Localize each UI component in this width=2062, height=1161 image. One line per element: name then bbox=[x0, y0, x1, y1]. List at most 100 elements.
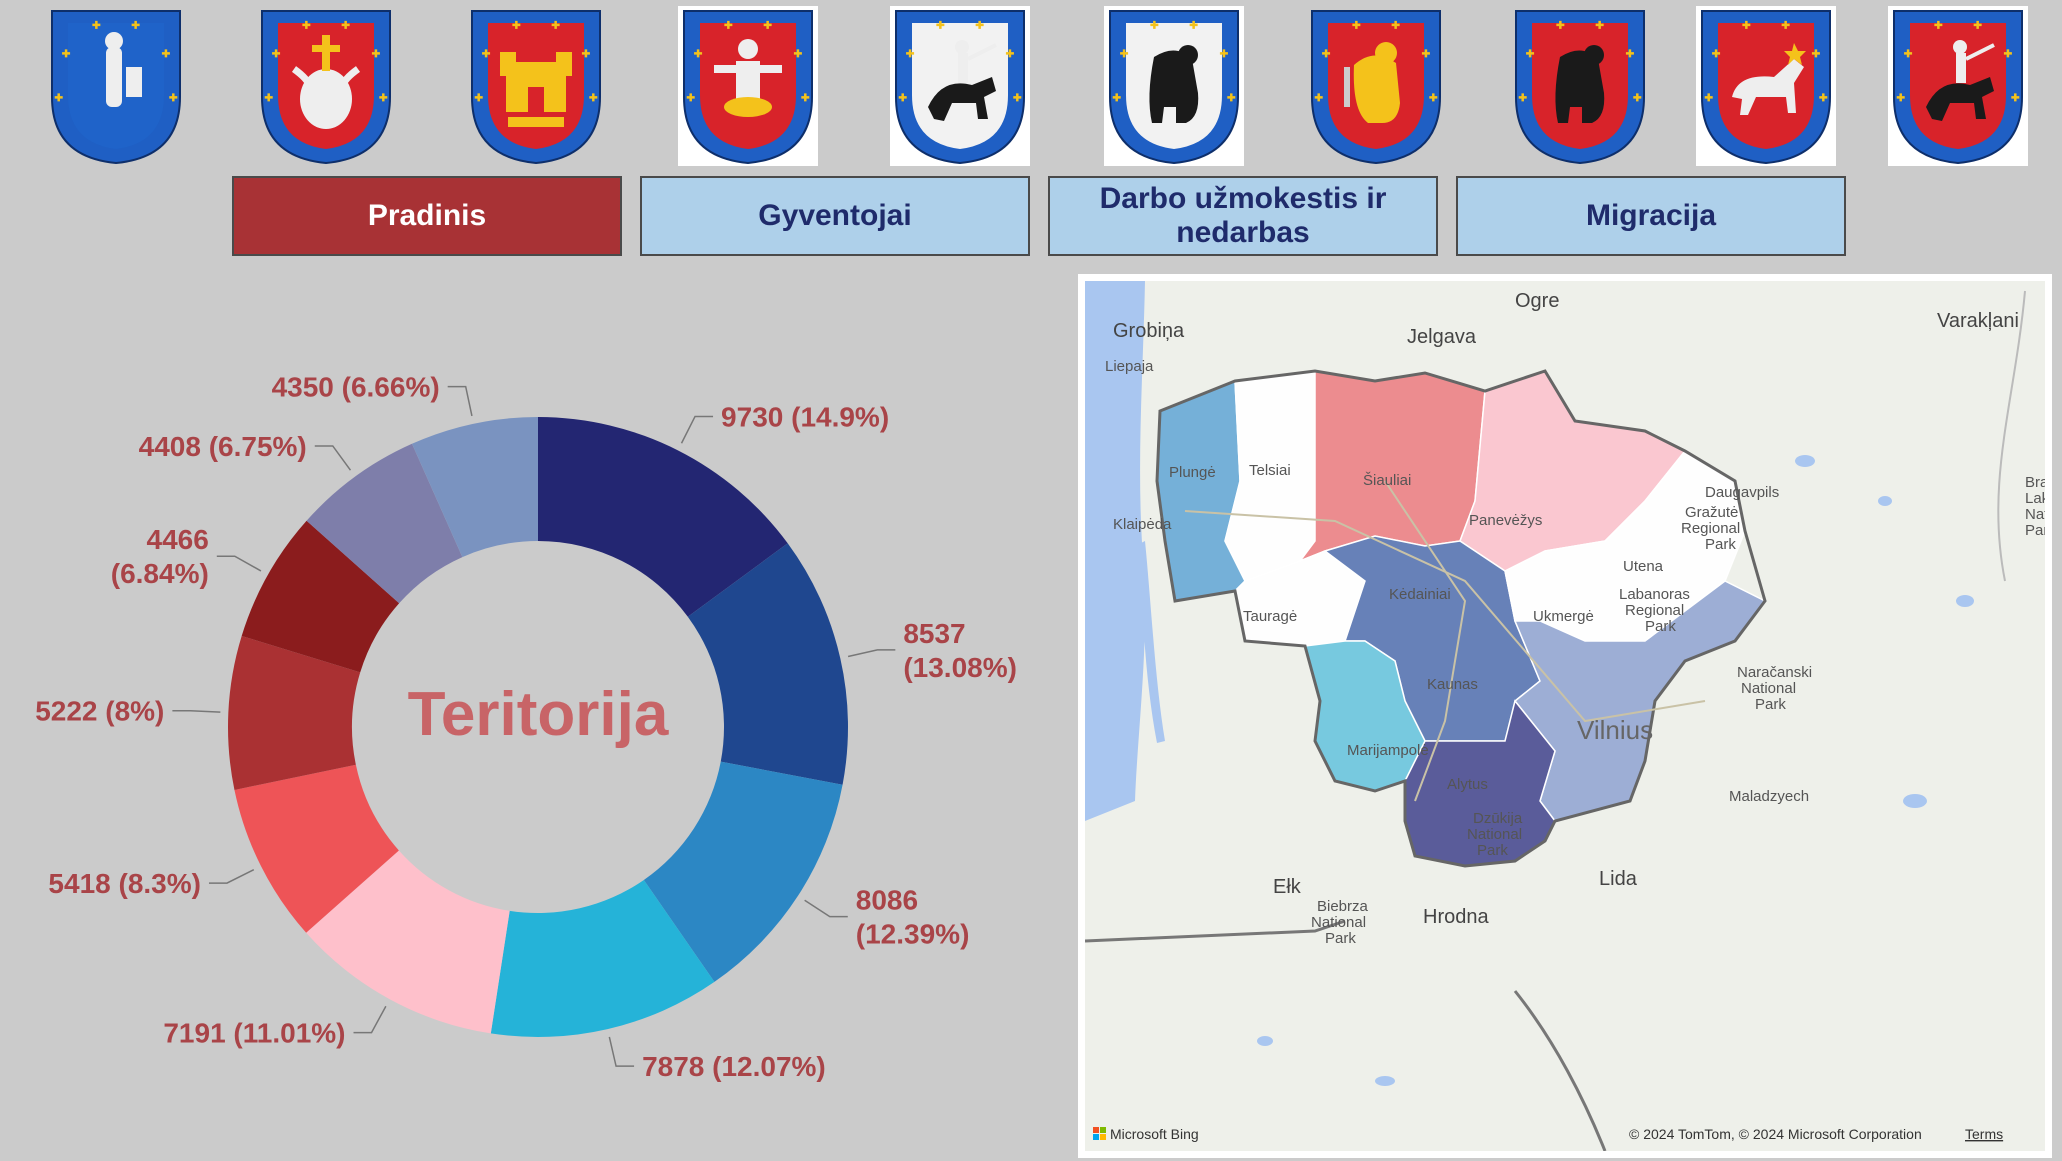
lithuania-border bbox=[1155, 369, 1767, 868]
crest-5-rider-icon[interactable] bbox=[890, 6, 1030, 166]
map-park-label: Bras Lak Natic Park bbox=[2025, 474, 2045, 539]
map-city-label: Šiauliai bbox=[1363, 472, 1411, 489]
crest-shield bbox=[1701, 10, 1831, 165]
crest-shield bbox=[1893, 10, 2023, 165]
donut-data-label-3: 8086 (12.39%) bbox=[856, 885, 970, 950]
map-city-label: Vilnius bbox=[1577, 715, 1653, 745]
donut-data-label-7: 5222 (8%) bbox=[35, 696, 164, 727]
map-city-label: Lida bbox=[1599, 868, 1638, 890]
map-city-label: Panevėžys bbox=[1469, 512, 1542, 529]
map-city-label: Grobiņa bbox=[1113, 320, 1185, 342]
map-city-label: Telsiai bbox=[1249, 462, 1291, 479]
leader-line-10 bbox=[447, 385, 473, 417]
donut-slice-2[interactable] bbox=[687, 543, 848, 785]
coat-of-arms-row bbox=[0, 0, 2062, 175]
crest-1-knight-icon[interactable] bbox=[46, 6, 186, 166]
donut-slices bbox=[228, 417, 848, 1037]
leader-line-7 bbox=[172, 709, 221, 713]
road bbox=[1184, 510, 1706, 723]
leader-line-2 bbox=[847, 649, 896, 658]
crest-7-lion-icon[interactable] bbox=[1306, 6, 1446, 166]
crest-4-man-icon[interactable] bbox=[678, 6, 818, 166]
border-line bbox=[1997, 290, 2026, 582]
crest-shield bbox=[1109, 10, 1239, 165]
nav-label: Migracija bbox=[1585, 199, 1717, 232]
crest-8-bear-icon[interactable] bbox=[1510, 6, 1650, 166]
donut-slice-7[interactable] bbox=[228, 635, 361, 790]
nav-label: Gyventojai bbox=[758, 199, 912, 232]
map-park-label: Dzūkija National Park bbox=[1467, 810, 1526, 859]
map-city-label: Ełk bbox=[1273, 876, 1302, 898]
crest-shield bbox=[1515, 10, 1645, 165]
crest-shield bbox=[1311, 10, 1441, 165]
nav-label: Pradinis bbox=[367, 199, 487, 232]
donut-center-title: Teritorija bbox=[408, 680, 669, 749]
leader-line-5 bbox=[353, 1005, 387, 1034]
map-terms-link[interactable]: Terms bbox=[1965, 1126, 2003, 1142]
map-city-label: Ogre bbox=[1515, 290, 1559, 312]
map-park-label: Biebrza National Park bbox=[1311, 898, 1372, 947]
donut-data-label-6: 5418 (8.3%) bbox=[48, 868, 201, 899]
donut-data-label-10: 4350 (6.66%) bbox=[272, 372, 440, 403]
microsoft-logo-icon bbox=[1093, 1127, 1106, 1140]
map-city-label: Ukmergė bbox=[1533, 608, 1594, 625]
nav-button-darbo-uzmokestis[interactable]: Darbo užmokestis ir nedarbas bbox=[1048, 176, 1438, 256]
border-line bbox=[1513, 990, 1607, 1151]
crest-9-horse-icon[interactable] bbox=[1696, 6, 1836, 166]
nav-button-migracija[interactable]: Migracija bbox=[1456, 176, 1846, 256]
lake bbox=[1903, 794, 1927, 808]
leader-line-1 bbox=[680, 415, 714, 444]
curonian-lagoon bbox=[1141, 541, 1165, 743]
donut-data-label-2: 8537 (13.08%) bbox=[903, 618, 1017, 683]
crest-3-castle-icon[interactable] bbox=[466, 6, 606, 166]
lake bbox=[1878, 496, 1892, 506]
map-city-label: Liepaja bbox=[1105, 358, 1154, 375]
nav-button-pradinis[interactable]: Pradinis bbox=[232, 176, 622, 256]
crest-6-bear-icon[interactable] bbox=[1104, 6, 1244, 166]
donut-slice-6[interactable] bbox=[234, 764, 399, 933]
lake bbox=[1375, 1076, 1395, 1086]
territory-donut-chart: 9730 (14.9%) 8537 (13.08%) 8086 (12.39%) 7878… bbox=[35, 372, 1017, 1083]
donut-data-label-8: 4466 (6.84%) bbox=[111, 524, 209, 589]
map-city-label: Marijampolė bbox=[1347, 742, 1429, 759]
donut-slice-8[interactable] bbox=[241, 520, 400, 673]
map-city-label: Tauragė bbox=[1243, 608, 1297, 625]
donut-slice-1[interactable] bbox=[538, 417, 788, 617]
map-city-label: Kėdainiai bbox=[1389, 586, 1451, 603]
lake bbox=[1956, 595, 1974, 607]
map-city-label: Maladzyech bbox=[1729, 788, 1809, 805]
nav-button-gyventojai[interactable]: Gyventojai bbox=[640, 176, 1030, 256]
crest-2-bull-icon[interactable] bbox=[256, 6, 396, 166]
nav-label-line-2: nedarbas bbox=[1176, 216, 1310, 249]
donut-slice-3[interactable] bbox=[643, 761, 843, 982]
donut-data-label-5: 7191 (11.01%) bbox=[163, 1018, 345, 1049]
crest-10-vytis-icon[interactable] bbox=[1888, 6, 2028, 166]
donut-slice-9[interactable] bbox=[306, 443, 463, 604]
map-copyright: © 2024 TomTom, © 2024 Microsoft Corporat… bbox=[1629, 1126, 1922, 1142]
leader-line-6 bbox=[208, 868, 255, 884]
map-city-label: Klaipėda bbox=[1113, 516, 1172, 533]
lake bbox=[1257, 1036, 1273, 1046]
road bbox=[1384, 480, 1467, 802]
crest-shield bbox=[471, 10, 601, 165]
lithuania-region-map[interactable]: Grobiņa Liepaja Jelgava Ogre Varakļani P… bbox=[1085, 281, 2045, 1151]
leader-line-8 bbox=[216, 555, 262, 572]
map-visual[interactable]: Grobiņa Liepaja Jelgava Ogre Varakļani P… bbox=[1078, 274, 2052, 1158]
donut-data-label-4: 7878 (12.07%) bbox=[642, 1051, 826, 1082]
map-city-label: Kaunas bbox=[1427, 676, 1478, 693]
crest-shield bbox=[895, 10, 1025, 165]
leader-line-9 bbox=[314, 445, 352, 471]
nav-label-line-1: Darbo užmokestis ir bbox=[1099, 182, 1387, 215]
donut-data-labels: 9730 (14.9%) 8537 (13.08%) 8086 (12.39%) 7878… bbox=[35, 372, 1017, 1083]
region-siauliai[interactable] bbox=[1297, 370, 1486, 563]
donut-slice-10[interactable] bbox=[411, 417, 538, 558]
donut-slice-5[interactable] bbox=[306, 850, 510, 1034]
donut-data-label-1: 9730 (14.9%) bbox=[721, 401, 889, 432]
crest-shield bbox=[261, 10, 391, 165]
border-line bbox=[1085, 919, 1346, 943]
map-park-label: Gražutė Regional Park bbox=[1681, 504, 1744, 553]
leader-line-4 bbox=[608, 1036, 635, 1067]
donut-leader-lines bbox=[172, 385, 896, 1067]
donut-slice-4[interactable] bbox=[490, 879, 715, 1037]
map-park-label: Labanoras Regional Park bbox=[1619, 586, 1694, 635]
